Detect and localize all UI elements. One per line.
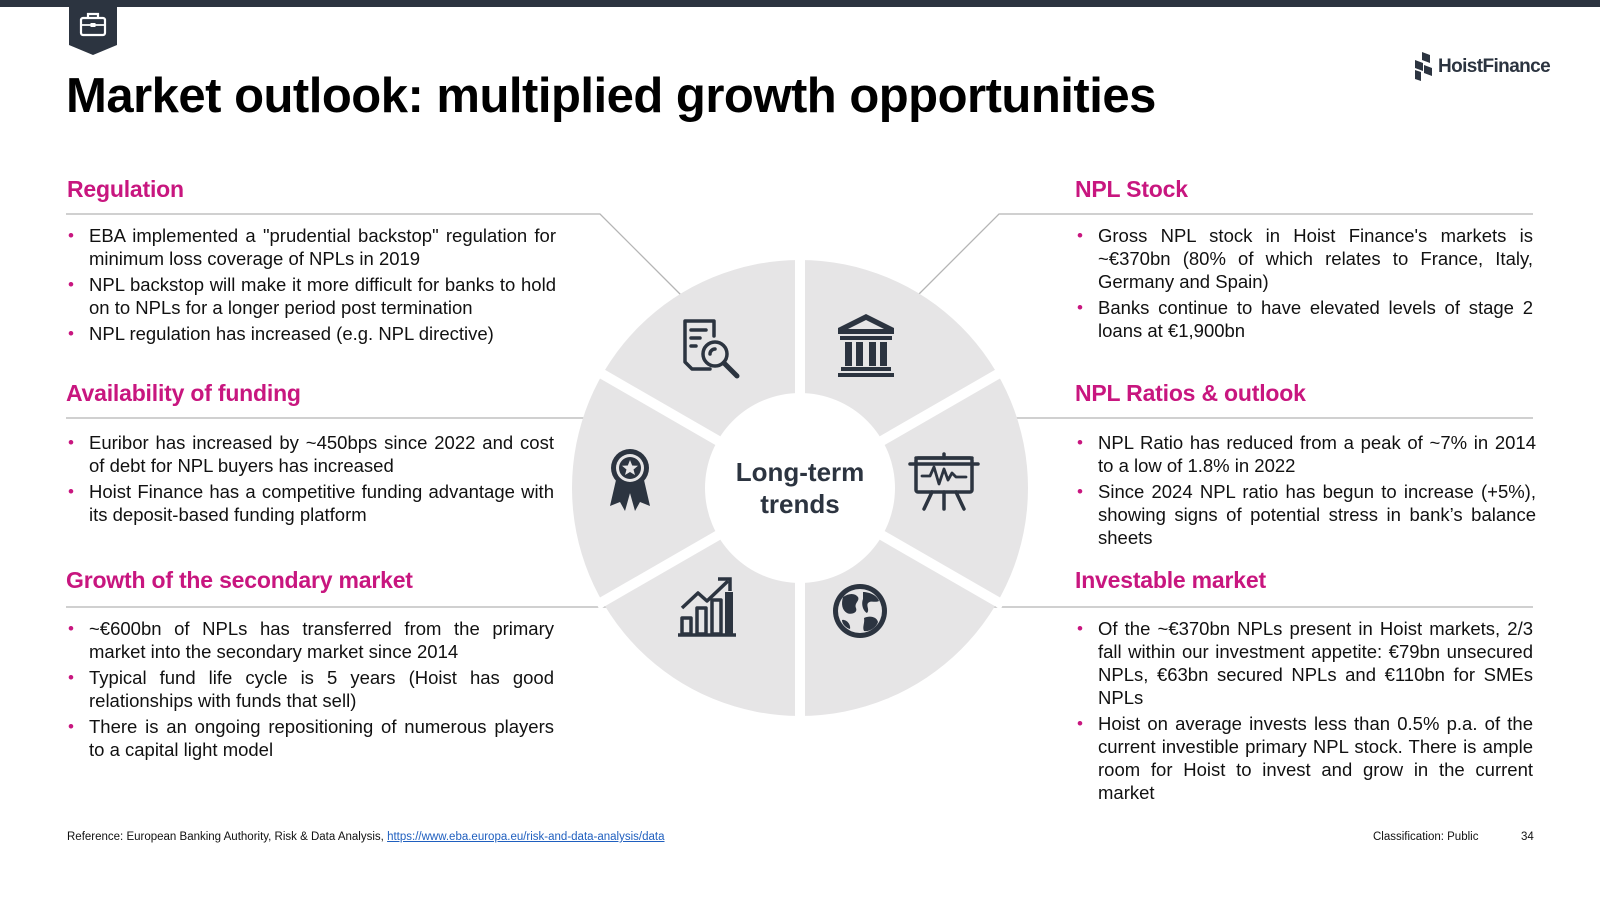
bullet-item: Since 2024 NPL ratio has begun to increa… [1075,480,1536,549]
bullet-item: Gross NPL stock in Hoist Finance's marke… [1075,224,1533,293]
bullet-item: NPL backstop will make it more difficult… [66,273,556,319]
center-label-line1: Long-term [736,457,865,487]
page-title: Market outlook: multiplied growth opport… [66,69,1156,123]
classification-label: Classification: Public [1373,831,1479,843]
bullet-item: Euribor has increased by ~450bps since 2… [66,431,554,477]
briefcase-badge [69,0,117,55]
center-label-line2: trends [760,489,839,519]
bullet-item: There is an ongoing repositioning of num… [66,715,554,761]
briefcase-icon [69,0,117,55]
wheel-center [705,393,895,583]
document-search-icon [683,319,740,379]
bullet-item: Hoist on average invests less than 0.5% … [1075,712,1533,804]
bullet-item: NPL Ratio has reduced from a peak of ~7%… [1075,431,1536,477]
bullet-item: NPL regulation has increased (e.g. NPL d… [66,322,556,345]
section-title-npl-stock: NPL Stock [1075,176,1188,202]
trends-wheel: Long-term trends [572,254,1028,722]
bullet-item: Typical fund life cycle is 5 years (Hois… [66,666,554,712]
award-ribbon-icon [610,449,650,511]
growth-chart-icon [678,577,736,637]
bullets-investable-market: Of the ~€370bn NPLs present in Hoist mar… [1075,617,1533,807]
bullet-item: Hoist Finance has a competitive funding … [66,480,554,526]
bullets-npl-ratios: NPL Ratio has reduced from a peak of ~7%… [1075,431,1536,552]
globe-icon [833,584,887,638]
bullet-item: Banks continue to have elevated levels o… [1075,296,1533,342]
presentation-board-icon [908,452,980,511]
section-title-funding: Availability of funding [66,380,301,406]
section-title-secondary-market: Growth of the secondary market [66,567,413,593]
hoist-finance-logo: HoistFinance [1412,52,1551,82]
logo-text: HoistFinance [1438,56,1551,77]
bullets-funding: Euribor has increased by ~450bps since 2… [66,431,554,529]
bullets-regulation: EBA implemented a "prudential backstop" … [66,224,556,348]
section-title-investable-market: Investable market [1075,567,1266,593]
section-title-npl-ratios: NPL Ratios & outlook [1075,380,1306,406]
footer-reference: Reference: European Banking Authority, R… [67,831,665,843]
reference-link[interactable]: https://www.eba.europa.eu/risk-and-data-… [387,831,665,843]
reference-text: Reference: European Banking Authority, R… [67,831,384,843]
top-bar [0,0,1600,7]
page-number: 34 [1521,831,1534,843]
section-title-regulation: Regulation [67,176,184,202]
bullet-item: Of the ~€370bn NPLs present in Hoist mar… [1075,617,1533,709]
bullets-npl-stock: Gross NPL stock in Hoist Finance's marke… [1075,224,1533,345]
bullet-item: ~€600bn of NPLs has transferred from the… [66,617,554,663]
logo-mark-icon [1415,52,1432,81]
bullet-item: EBA implemented a "prudential backstop" … [66,224,556,270]
bank-icon [838,314,894,377]
bullets-secondary-market: ~€600bn of NPLs has transferred from the… [66,617,554,764]
